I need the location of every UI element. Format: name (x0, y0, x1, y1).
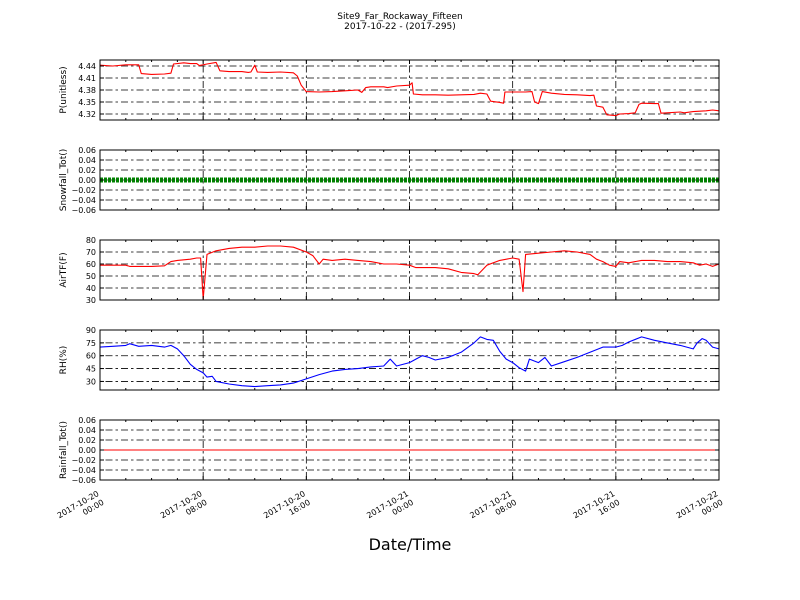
y-tick-label: −0.04 (71, 466, 96, 475)
y-tick-label: 0.04 (78, 426, 96, 435)
panel-4: 90 75 60 45 30 RH(%) (59, 326, 720, 391)
chart-subtitle: 2017-10-22 - (2017-295) (344, 22, 456, 32)
y-tick-label: 60 (86, 352, 96, 361)
y-axis-label: AirTF(F) (59, 252, 69, 287)
y-tick-label: 0.02 (78, 166, 96, 175)
y-tick-label: 30 (86, 296, 96, 305)
y-tick-label: 4.41 (78, 74, 96, 83)
y-tick-label: 0.04 (78, 156, 96, 165)
y-axis-label: P(unitless) (59, 66, 69, 113)
y-tick-label: 4.38 (78, 86, 96, 95)
y-tick-label: 0.02 (78, 436, 96, 445)
y-tick-label: −0.06 (71, 206, 96, 215)
panels: 4.444.414.384.354.32P(unitless)0.060.040… (59, 59, 720, 485)
y-axis-label: Snowfall_Tot() (59, 149, 69, 212)
y-tick-label: 40 (86, 284, 96, 293)
y-tick-label: 30 (86, 377, 96, 386)
y-tick-label: 50 (86, 272, 96, 281)
panel-5: 0.060.040.020.00−0.02−0.04−0.06Rainfall_… (59, 416, 720, 485)
y-tick-label: 4.44 (78, 62, 96, 71)
x-axis-label: Date/Time (369, 535, 452, 554)
y-tick-label: 0.06 (78, 416, 96, 425)
y-tick-label: 80 (86, 236, 96, 245)
panel-1: 4.44 4.41 4.38 4.35 4.32 P(unitless) (59, 59, 720, 121)
y-tick-label: 4.32 (78, 110, 96, 119)
y-tick-label: 70 (86, 248, 96, 257)
panel-3: 80 70 60 50 40 30 AirTF(F) (59, 236, 720, 305)
y-tick-label: −0.04 (71, 196, 96, 205)
chart-title: Site9_Far_Rockaway_Fifteen (337, 12, 463, 22)
y-tick-label: −0.02 (71, 186, 96, 195)
y-tick-label: 60 (86, 260, 96, 269)
y-axis-label: Rainfall_Tot() (59, 421, 69, 479)
y-tick-label: 0.06 (78, 146, 96, 155)
y-tick-label: 0.00 (78, 446, 96, 455)
y-tick-label: 45 (86, 365, 96, 374)
y-tick-label: 4.35 (78, 98, 96, 107)
panel-2: 0.060.040.020.00−0.02−0.04−0.06Snowfall_… (59, 146, 720, 215)
y-tick-label: −0.06 (71, 476, 96, 485)
series-line (99, 336, 720, 388)
series-line (99, 61, 720, 117)
y-tick-label: −0.02 (71, 456, 96, 465)
y-axis-label: RH(%) (59, 346, 69, 375)
series-line (100, 245, 720, 300)
y-tick-label: 75 (86, 339, 96, 348)
y-tick-label: 0.00 (78, 176, 96, 185)
y-tick-label: 90 (86, 326, 96, 335)
